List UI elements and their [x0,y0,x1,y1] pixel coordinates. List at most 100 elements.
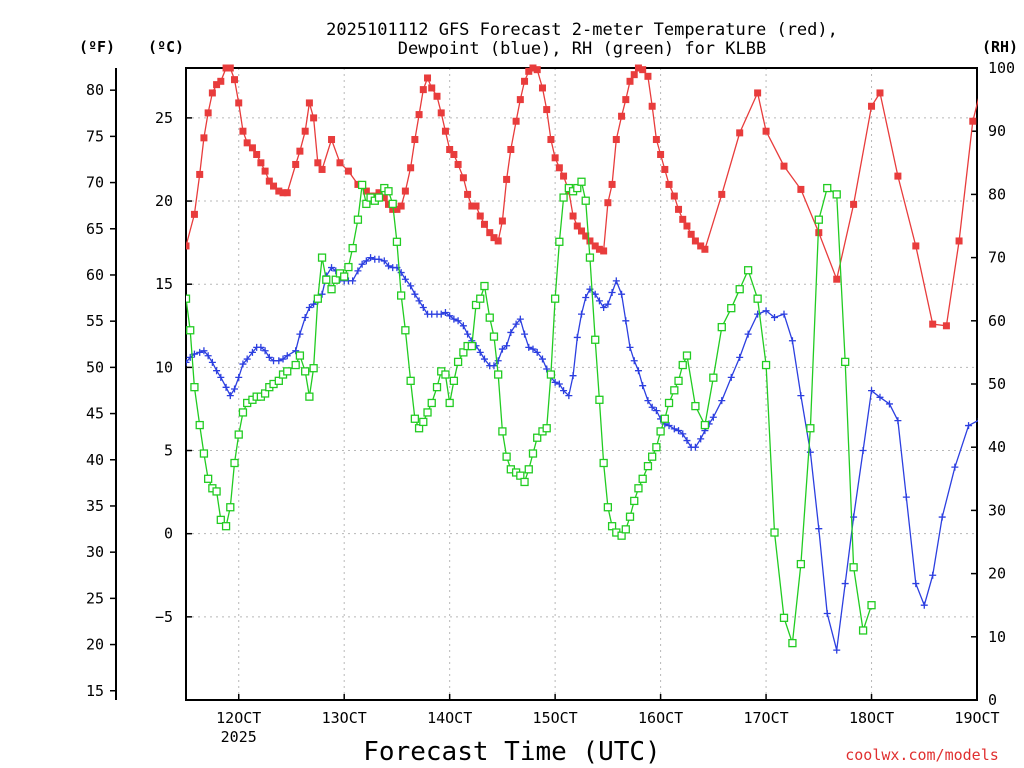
rh-marker [348,243,357,253]
rh-marker [498,427,507,436]
dewpoint-marker [965,422,973,430]
x-tick-label: 16OCT [638,709,683,727]
temperature-marker [718,190,726,198]
temperature-marker [498,217,506,225]
rh-marker [384,187,393,196]
dewpoint-marker [582,294,590,302]
rh-marker [770,528,779,537]
temperature-marker [437,109,445,117]
dewpoint-marker [608,289,616,297]
dewpoint-marker [736,353,744,361]
x-tick-label: 17OCT [743,709,788,727]
rh-marker [533,433,542,442]
dewpoint-marker [885,400,893,408]
fahrenheit-tick-label: 45 [86,405,104,423]
celsius-unit-label: (ºC) [148,38,184,56]
x-tick-label: 19OCT [954,709,999,727]
temperature-marker [507,145,515,153]
temperature-marker [736,129,744,137]
rh-marker [467,341,476,351]
rh-marker [528,449,538,458]
dewpoint-marker [569,372,577,380]
rh-marker [621,525,630,534]
x-tick-label: 12OCT [216,709,261,727]
dewpoint-marker [868,387,876,395]
temperature-marker [275,187,283,195]
dewpoint-marker [217,373,225,381]
temperature-marker [486,229,494,237]
rh-marker [577,177,586,186]
fahrenheit-tick-label: 15 [86,682,104,700]
temperature-marker [393,205,401,213]
rh-marker [841,357,850,367]
celsius-tick-label: 5 [164,442,173,460]
dewpoint-marker [407,282,415,290]
temperature-marker [428,84,436,92]
rh-marker [806,424,815,433]
temperature-marker [480,220,488,228]
celsius-tick-label: 10 [155,358,173,376]
rh-marker [858,626,868,635]
rh-marker [595,395,604,404]
temperature-marker [754,89,762,97]
temperature-marker [196,170,204,178]
temperature-marker [296,147,304,155]
dewpoint-marker [437,310,445,318]
temperature-marker [595,245,603,253]
chart-title-line-2: Dewpoint (blue), RH (green) for KLBB [398,39,766,59]
temperature-marker [547,136,555,144]
dewpoint-marker [727,373,735,381]
rh-marker [331,275,340,284]
rh-tick-label: 90 [988,122,1006,140]
fahrenheit-tick-label: 70 [86,174,104,192]
dewpoint-marker [292,347,300,355]
dewpoint-marker [275,357,283,365]
dewpoint-marker [328,264,336,272]
temperature-marker [573,222,581,230]
rh-marker [344,262,353,272]
dewpoint-marker [578,310,585,318]
dewpoint-marker [555,380,563,388]
rh-marker [485,313,494,322]
dewpoint-marker [296,330,304,338]
rh-marker [313,294,322,303]
temperature-marker [371,192,379,200]
temperature-marker [190,210,198,218]
temperature-marker [257,159,265,167]
dewpoint-marker [626,343,634,351]
temperature-marker [600,247,608,255]
rh-marker [471,300,481,310]
temperature-marker [292,160,300,168]
rh-marker [643,462,653,471]
dewpoint-marker [310,300,318,308]
rh-marker [441,370,450,379]
dewpoint-marker [618,290,626,298]
temperature-marker [512,117,520,125]
dewpoint-marker [648,403,656,411]
fahrenheit-tick-label: 30 [86,543,104,561]
dewpoint-marker [384,262,392,270]
temperature-marker [407,164,415,172]
dewpoint-marker [551,378,559,386]
temperature-marker [186,242,190,250]
rh-marker [340,272,349,281]
celsius-tick-label: 15 [155,275,173,293]
fahrenheit-tick-label: 50 [86,358,104,376]
chart-title-line-1: 2025101112 GFS Forecast 2-meter Temperat… [326,20,838,40]
dewpoint-marker [525,343,533,351]
temperature-marker [644,72,652,80]
rh-marker [652,443,661,452]
temperature-marker [691,237,699,245]
temperature-marker [586,237,594,245]
rh-marker [779,613,789,622]
fahrenheit-unit-label: (ºF) [79,38,115,56]
temperature-marker [248,144,256,152]
rh-marker [603,503,613,512]
rh-marker [427,398,436,408]
dewpoint-marker [718,397,726,405]
temperature-marker [446,145,454,153]
temperature-marker [661,165,669,173]
rh-marker [516,471,525,480]
celsius-tick-label: 25 [155,109,173,127]
temperature-marker [675,205,683,213]
